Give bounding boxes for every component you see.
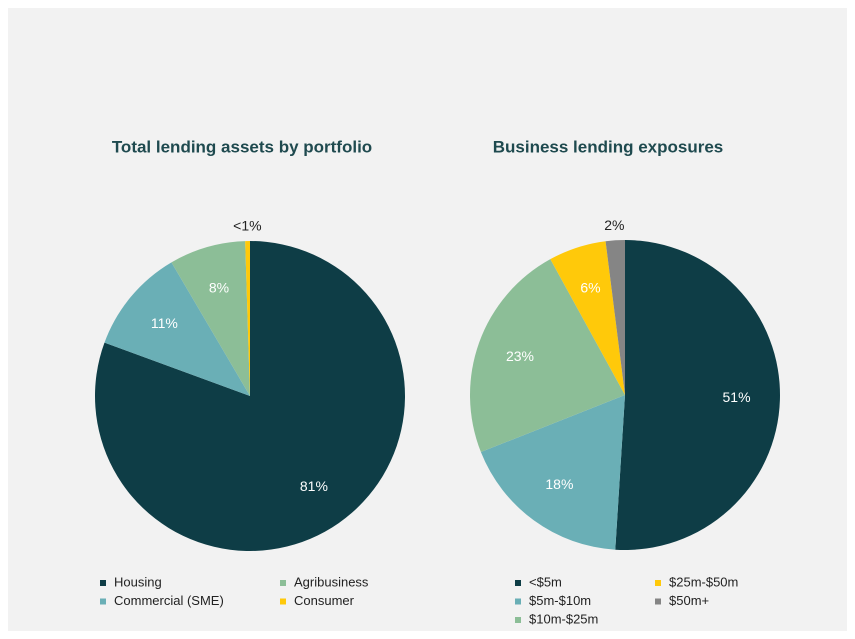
data-label: 18% — [545, 476, 573, 492]
pie-slice — [615, 240, 780, 550]
legend-label: $50m+ — [669, 593, 709, 608]
legend-label: Agribusiness — [294, 574, 369, 589]
pie-slice — [104, 262, 250, 396]
data-label: 6% — [580, 280, 600, 296]
chart-title: Business lending exposures — [493, 137, 724, 156]
chart-title: Total lending assets by portfolio — [112, 137, 372, 156]
pie-slice — [480, 395, 625, 550]
pie-slice — [469, 259, 625, 453]
data-label: 11% — [151, 315, 178, 331]
pie-slice — [171, 241, 250, 396]
data-label: 81% — [300, 478, 328, 494]
legend-label: $10m-$25m — [529, 611, 598, 626]
pie-slice — [550, 241, 625, 395]
legend-label: $25m-$50m — [669, 574, 738, 589]
data-label: 23% — [506, 348, 534, 364]
pie-slice — [245, 241, 250, 396]
legend-label: Commercial (SME) — [114, 593, 224, 608]
data-label: 2% — [604, 217, 624, 233]
legend-swatch — [515, 617, 521, 623]
data-label: <1% — [233, 218, 261, 234]
legend-swatch — [280, 580, 286, 586]
legend-swatch — [100, 598, 106, 605]
legend-swatch — [515, 580, 521, 586]
legend-label: Consumer — [294, 593, 355, 608]
data-label: 8% — [209, 279, 229, 295]
legend-swatch — [655, 580, 661, 586]
pie-slice — [605, 240, 625, 395]
legend-label: Housing — [114, 574, 162, 589]
legend-swatch — [100, 580, 106, 586]
legend-label: <$5m — [529, 574, 562, 589]
data-label: 51% — [723, 389, 751, 405]
legend-swatch — [515, 598, 521, 605]
legend-label: $5m-$10m — [529, 593, 591, 608]
legend-swatch — [280, 598, 286, 605]
legend-swatch — [655, 598, 661, 605]
